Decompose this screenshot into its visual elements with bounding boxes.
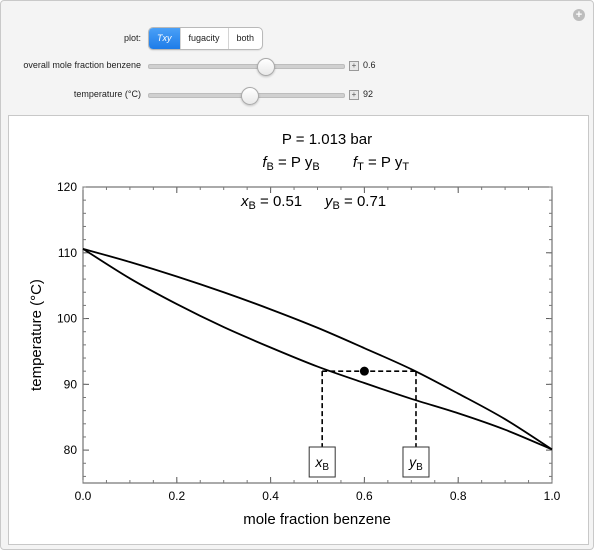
y-tick-label: 120 <box>57 180 77 194</box>
xb-tag: xB <box>308 446 336 478</box>
y-tick-label: 90 <box>64 377 78 391</box>
axis-ticks: 0.0 0.2 0.4 0.6 0.8 1.0 80 90 100 110 120 <box>57 180 561 503</box>
temperature-slider-thumb[interactable] <box>241 87 260 105</box>
bubble-point-curve <box>82 248 553 451</box>
mole-fraction-expand-icon[interactable]: + <box>349 61 359 71</box>
x-tick-label: 0.0 <box>75 489 92 503</box>
plot-frame <box>82 186 553 484</box>
txy-chart: P = 1.013 bar fB = P yB fT = P yT xB = 0… <box>28 131 561 528</box>
overall-composition-point <box>359 366 369 376</box>
temperature-label: temperature (°C) <box>73 89 141 99</box>
phase-curves <box>82 247 553 451</box>
fugacity-benzene-eq: fB = P yB <box>262 154 319 173</box>
x-tick-label: 0.4 <box>262 489 279 503</box>
svg-text:xB: xB <box>314 454 329 473</box>
plot-selector[interactable]: Txy fugacity both <box>148 27 264 50</box>
x-axis-label: mole fraction benzene <box>243 511 391 528</box>
pressure-header: P = 1.013 bar <box>282 131 372 148</box>
y-tick-label: 100 <box>57 312 77 326</box>
mole-fraction-label: overall mole fraction benzene <box>23 60 141 70</box>
plot-option-both[interactable]: both <box>236 33 255 43</box>
y-tick-label: 80 <box>64 443 78 457</box>
temperature-expand-icon[interactable]: + <box>349 90 359 100</box>
expand-icon[interactable]: + <box>573 9 585 21</box>
mole-fraction-value: 0.6 <box>363 60 376 70</box>
plot-selector-label: plot: <box>123 33 141 43</box>
mole-fraction-slider-thumb[interactable] <box>257 58 275 76</box>
x-tick-label: 1.0 <box>544 489 561 503</box>
plot-option-txy[interactable]: Txy <box>149 28 181 49</box>
plot-option-fugacity[interactable]: fugacity <box>181 28 229 49</box>
fugacity-toluene-eq: fT = P yT <box>353 154 409 173</box>
result-xb: xB = 0.51 <box>240 193 302 212</box>
plot-panel: P = 1.013 bar fB = P yB fT = P yT xB = 0… <box>8 115 589 545</box>
temperature-value: 92 <box>363 89 374 99</box>
result-yb: yB = 0.71 <box>324 193 386 212</box>
dew-point-curve <box>82 247 553 451</box>
x-tick-label: 0.2 <box>168 489 185 503</box>
mole-fraction-slider-track[interactable] <box>148 64 345 69</box>
svg-text:yB: yB <box>408 454 423 473</box>
tie-line-group <box>321 366 417 447</box>
y-tick-label: 110 <box>58 246 77 260</box>
x-tick-label: 0.8 <box>450 489 467 503</box>
y-axis-label: temperature (°C) <box>28 279 45 391</box>
yb-tag: yB <box>402 446 430 478</box>
x-tick-label: 0.6 <box>356 489 373 503</box>
